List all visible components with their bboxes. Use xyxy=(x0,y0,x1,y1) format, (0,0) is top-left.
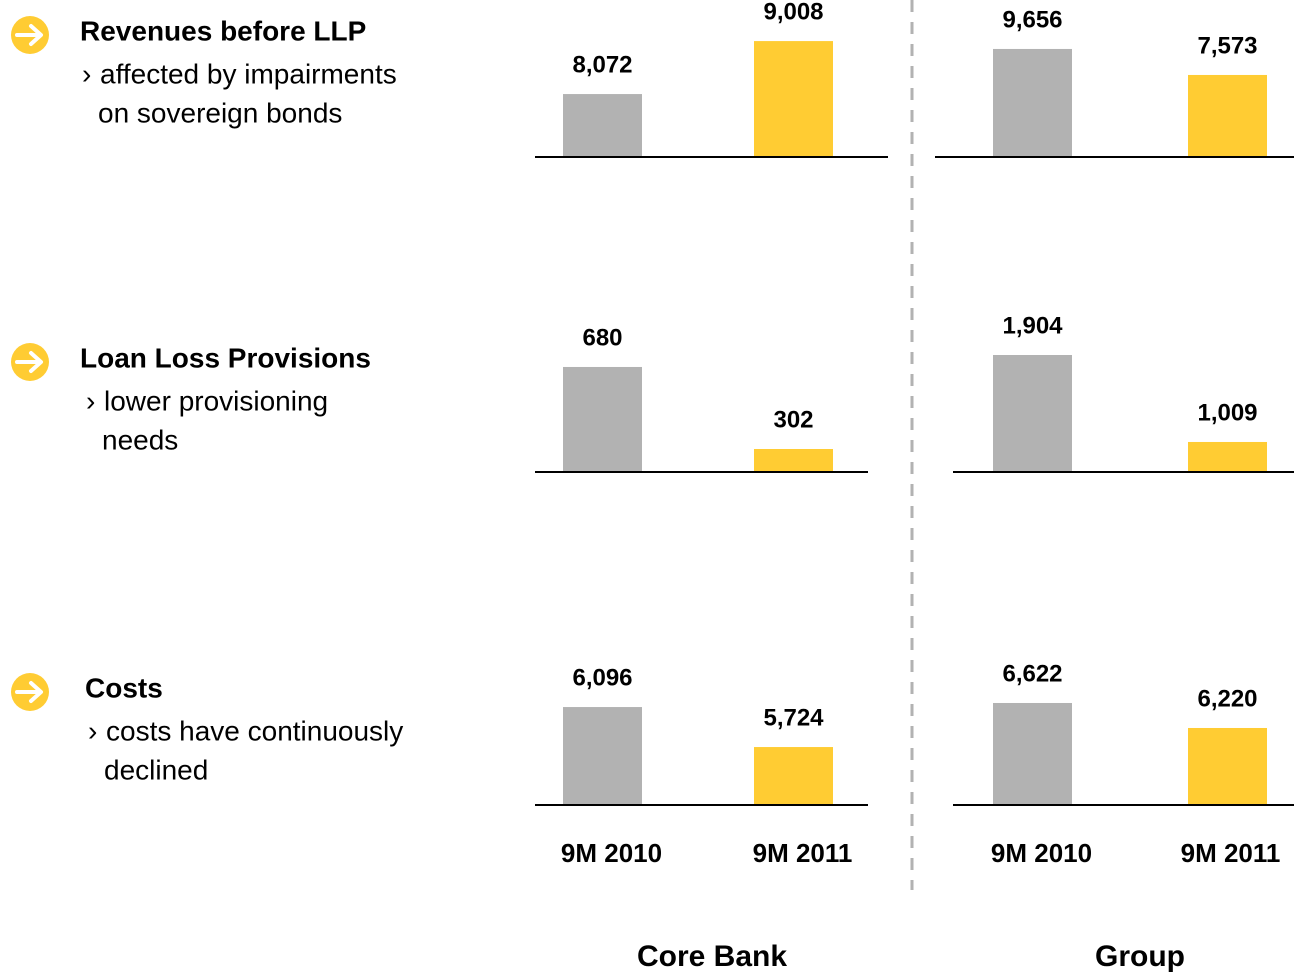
bar xyxy=(993,355,1072,472)
x-tick-label: 9M 2010 xyxy=(991,838,1092,868)
bar xyxy=(563,94,642,157)
x-tick-label: 9M 2011 xyxy=(1181,838,1281,868)
arrow-icon xyxy=(11,16,49,54)
x-tick-label: 9M 2010 xyxy=(561,838,662,868)
arrow-glyph xyxy=(15,681,43,703)
bullet-marker: › xyxy=(82,58,91,89)
value-label: 1,904 xyxy=(1002,312,1063,339)
bullet-marker: › xyxy=(88,715,97,746)
arrow-icon xyxy=(11,673,49,711)
row-note: affected by impairments xyxy=(100,58,397,89)
bullet-marker: › xyxy=(86,385,95,416)
bar xyxy=(1188,441,1267,472)
bar xyxy=(754,41,833,157)
arrow-glyph xyxy=(15,24,43,46)
value-label: 8,072 xyxy=(572,51,632,78)
value-label: 9,656 xyxy=(1002,6,1062,33)
bar xyxy=(993,702,1072,805)
value-label: 9,008 xyxy=(763,0,823,25)
x-tick-label: 9M 2011 xyxy=(753,838,853,868)
value-label: 6,096 xyxy=(572,664,632,691)
row-note: declined xyxy=(104,754,208,785)
value-label: 5,724 xyxy=(763,704,824,731)
row-note: lower provisioning xyxy=(104,385,328,416)
bar xyxy=(1188,727,1267,805)
row-title: Revenues before LLP xyxy=(80,15,366,46)
arrow-glyph xyxy=(15,351,43,373)
value-label: 6,622 xyxy=(1002,660,1062,687)
row-title: Loan Loss Provisions xyxy=(80,342,371,373)
row-note: needs xyxy=(102,424,178,455)
row-title: Costs xyxy=(85,672,163,703)
bar xyxy=(1188,74,1267,157)
arrow-icon xyxy=(11,343,49,381)
column-label: Core Bank xyxy=(637,940,787,973)
bar xyxy=(754,448,833,472)
bar xyxy=(563,366,642,472)
row-note: on sovereign bonds xyxy=(98,97,342,128)
value-label: 6,220 xyxy=(1197,685,1257,712)
value-label: 1,009 xyxy=(1197,399,1257,426)
bar xyxy=(754,747,833,805)
column-label: Group xyxy=(1095,940,1185,973)
bar xyxy=(563,707,642,805)
value-label: 680 xyxy=(582,324,622,351)
value-label: 7,573 xyxy=(1197,32,1257,59)
bar xyxy=(993,48,1072,158)
row-note: costs have continuously xyxy=(106,715,403,746)
value-label: 302 xyxy=(773,406,813,433)
